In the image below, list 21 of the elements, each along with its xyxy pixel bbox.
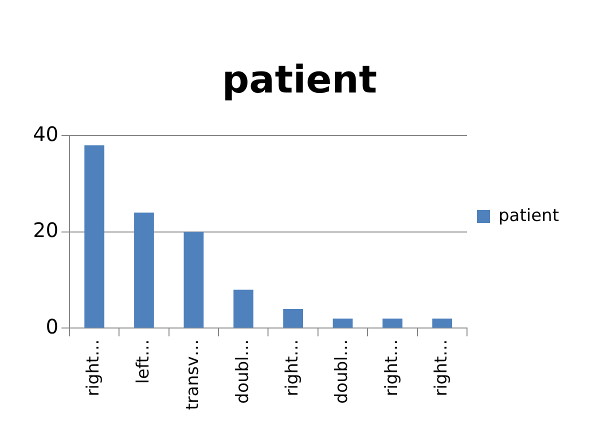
- chart-title: patient: [222, 58, 378, 102]
- bar: [233, 290, 254, 328]
- bar: [382, 318, 402, 328]
- bar: [134, 212, 154, 328]
- x-tick-label: left…: [133, 339, 154, 384]
- x-tick-label: right…: [282, 339, 302, 396]
- x-tick-label: right…: [84, 339, 104, 396]
- bar: [283, 308, 304, 328]
- bar: [184, 232, 204, 328]
- bar: [84, 145, 104, 328]
- bar: [432, 318, 452, 328]
- x-tick-label: doubl…: [332, 339, 352, 404]
- x-tick-label: transv…: [183, 339, 204, 410]
- y-tick-label: 20: [32, 218, 58, 242]
- x-tick-label: doubl…: [232, 339, 253, 404]
- bar: [332, 318, 353, 328]
- y-tick-label: 0: [46, 314, 58, 338]
- x-tick-label: right…: [382, 339, 402, 396]
- x-tick-label: right…: [432, 339, 452, 396]
- y-tick-label: 40: [32, 122, 58, 146]
- legend-label: patient: [498, 206, 560, 226]
